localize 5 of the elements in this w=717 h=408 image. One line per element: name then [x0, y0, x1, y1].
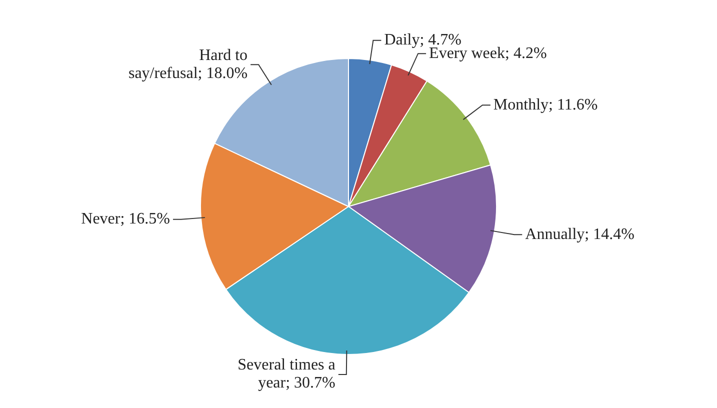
slice-label: Never; 16.5%: [81, 210, 170, 228]
slice-label: Several times a year; 30.7%: [238, 356, 336, 392]
slice-label: Annually; 14.4%: [525, 226, 634, 243]
slice-label: Hard to say/refusal; 18.0%: [128, 46, 248, 82]
slice-label: Monthly; 11.6%: [493, 96, 598, 114]
